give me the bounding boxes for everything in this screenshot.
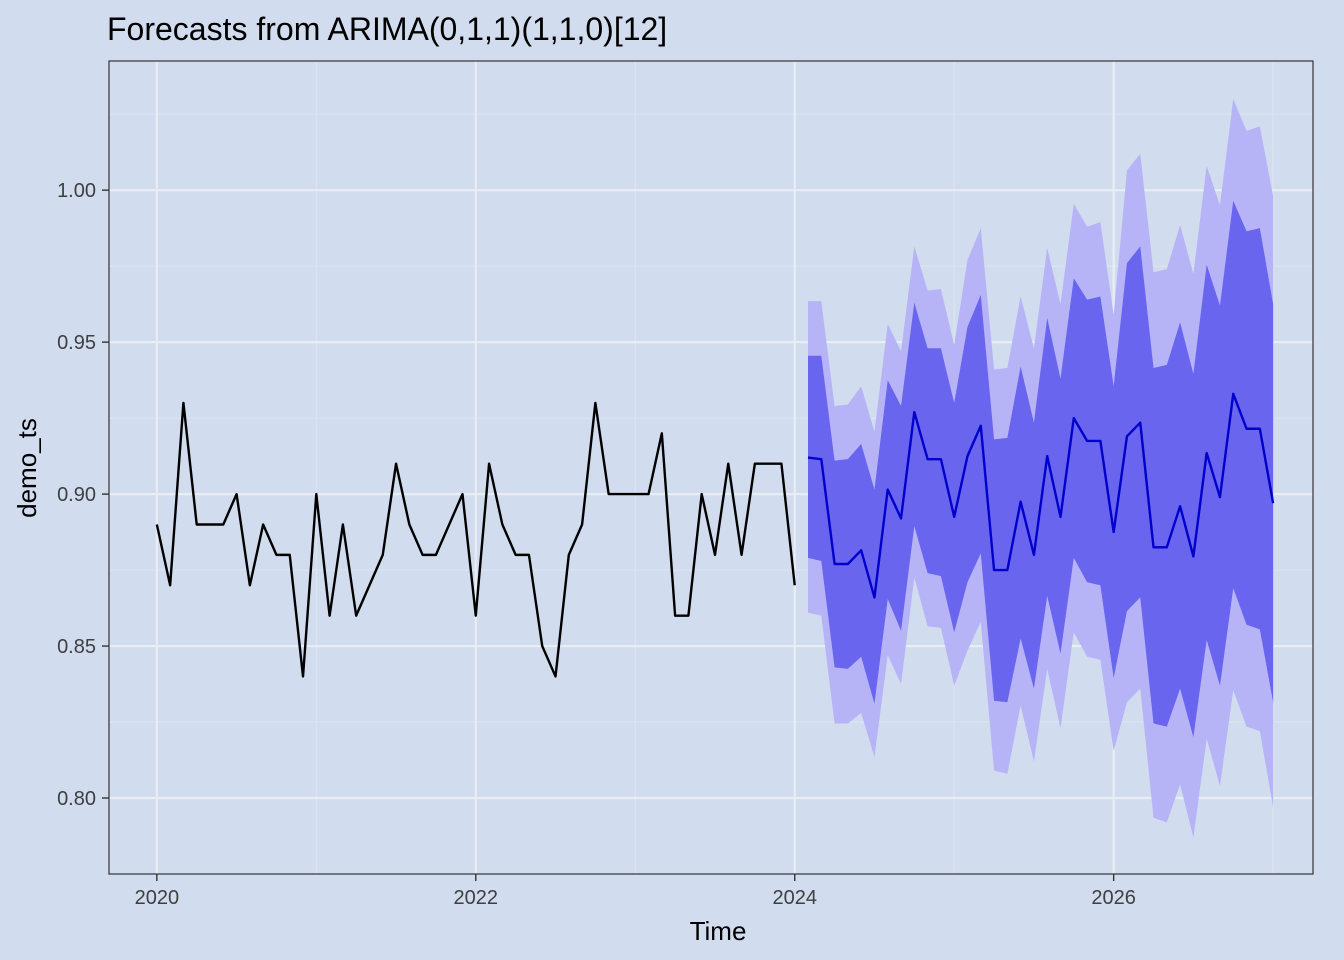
x-tick-label: 2026 <box>1091 887 1136 909</box>
x-axis-title: Time <box>690 916 747 946</box>
plot-border <box>108 60 1314 875</box>
chart-title: Forecasts from ARIMA(0,1,1)(1,1,0)[12] <box>107 11 667 47</box>
y-tick-label: 0.80 <box>57 788 96 810</box>
y-axis: 0.80 0.85 0.90 0.95 1.00 <box>57 180 109 810</box>
y-axis-title: demo_ts <box>12 418 42 518</box>
x-tick-label: 2022 <box>454 887 499 909</box>
series-lines <box>155 392 1275 678</box>
prediction-intervals <box>808 98 1274 838</box>
x-axis: 2020 2022 2024 2026 <box>135 874 1136 909</box>
y-tick-label: 0.85 <box>57 636 96 658</box>
y-tick-label: 1.00 <box>57 180 96 202</box>
y-tick-label: 0.90 <box>57 484 96 506</box>
series-observed <box>155 401 796 678</box>
x-tick-label: 2024 <box>772 887 817 909</box>
x-tick-label: 2020 <box>135 887 180 909</box>
band-80 <box>808 200 1274 738</box>
series-forecast <box>807 392 1275 599</box>
y-tick-label: 0.95 <box>57 332 96 354</box>
